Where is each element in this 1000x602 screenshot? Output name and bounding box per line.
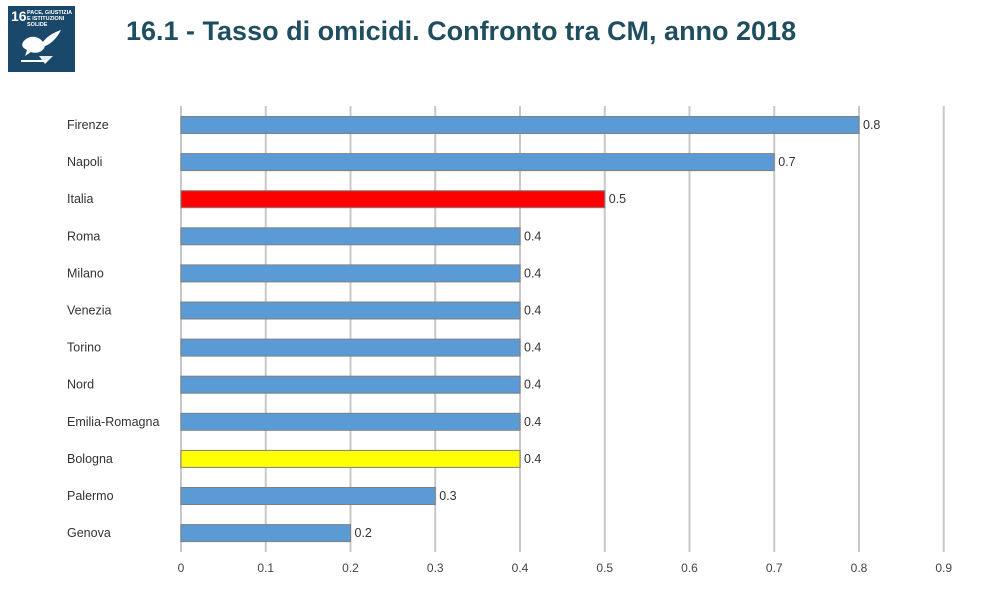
- category-label: Genova: [67, 526, 111, 540]
- bar: [180, 301, 521, 320]
- category-label: Emilia-Romagna: [67, 415, 159, 429]
- bar: [180, 338, 521, 357]
- data-label: 0.4: [524, 304, 541, 318]
- dove-icon: [21, 30, 61, 64]
- bar: [180, 449, 521, 468]
- category-label: Bologna: [67, 452, 113, 466]
- x-tick-label: 0.2: [342, 561, 359, 575]
- data-label: 0.7: [778, 155, 795, 169]
- category-label: Torino: [67, 341, 101, 355]
- category-label: Roma: [67, 229, 100, 243]
- x-tick-label: 0: [178, 561, 185, 575]
- sdg-goal-text: PACE, GIUSTIZIA E ISTITUZIONI SOLIDE: [27, 10, 72, 28]
- data-label: 0.4: [524, 378, 541, 392]
- x-tick-label: 0.3: [427, 561, 444, 575]
- bar: [180, 524, 351, 543]
- bar: [180, 487, 436, 505]
- category-label: Firenze: [67, 118, 109, 132]
- bar: [180, 375, 521, 394]
- sdg-number: 16: [11, 8, 27, 24]
- x-tick-label: 0.1: [257, 561, 274, 575]
- x-tick-label: 0.9: [935, 561, 952, 575]
- bar: [180, 264, 521, 283]
- x-tick-label: 0.8: [851, 561, 868, 575]
- data-label: 0.4: [524, 415, 541, 429]
- category-label: Italia: [67, 192, 93, 206]
- data-label: 0.4: [524, 341, 541, 355]
- category-label: Milano: [67, 266, 104, 280]
- x-tick-label: 0.4: [512, 561, 529, 575]
- sdg-16-badge: 16 PACE, GIUSTIZIA E ISTITUZIONI SOLIDE: [8, 6, 75, 72]
- data-label: 0.4: [524, 266, 541, 280]
- category-label: Napoli: [67, 155, 102, 169]
- bar: [180, 116, 860, 134]
- bar: [180, 227, 521, 246]
- category-label: Palermo: [67, 489, 114, 503]
- bar: [180, 190, 606, 209]
- category-label: Venezia: [67, 304, 112, 318]
- bar: [180, 153, 775, 172]
- x-tick-label: 0.5: [596, 561, 613, 575]
- data-label: 0.8: [863, 118, 880, 132]
- data-label: 0.4: [524, 229, 541, 243]
- bar: [180, 412, 521, 431]
- x-tick-label: 0.7: [766, 561, 783, 575]
- data-label: 0.4: [524, 452, 541, 466]
- data-label: 0.5: [609, 192, 626, 206]
- chart-title: 16.1 - Tasso di omicidi. Confronto tra C…: [126, 16, 797, 46]
- x-tick-label: 0.6: [681, 561, 698, 575]
- category-label: Nord: [67, 378, 94, 392]
- data-label: 0.3: [439, 489, 456, 503]
- data-label: 0.2: [355, 526, 372, 540]
